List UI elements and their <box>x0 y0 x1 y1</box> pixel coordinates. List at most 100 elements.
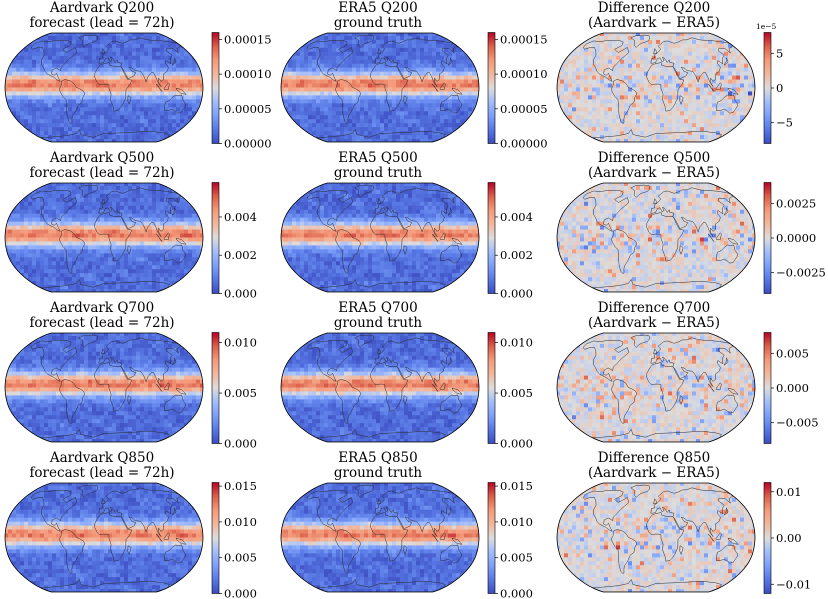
heatmap-cell <box>600 39 605 45</box>
heatmap-cell <box>732 135 737 140</box>
heatmap-cell <box>624 55 629 61</box>
heatmap-cell <box>48 139 53 142</box>
heatmap-cell <box>44 35 49 41</box>
heatmap-cell <box>728 67 733 73</box>
heatmap-cell <box>428 131 433 136</box>
heatmap-cell <box>312 43 317 49</box>
heatmap-cell <box>152 35 157 41</box>
heatmap-cell <box>460 115 465 120</box>
heatmap-cell <box>476 79 479 84</box>
heatmap-cell <box>580 51 585 57</box>
heatmap-cell <box>32 189 37 195</box>
heatmap-cell <box>188 183 193 187</box>
heatmap-cell <box>172 111 177 116</box>
heatmap-cell <box>752 33 755 37</box>
heatmap-cell <box>364 33 369 37</box>
heatmap-cell <box>160 213 165 219</box>
heatmap-cell <box>76 193 81 199</box>
heatmap-cell <box>328 103 333 108</box>
heatmap-cell <box>20 107 25 112</box>
heatmap-cell <box>580 127 585 132</box>
heatmap-cell <box>200 107 203 112</box>
heatmap-cell <box>624 123 629 128</box>
heatmap-cell <box>136 135 141 140</box>
heatmap-cell <box>668 103 673 108</box>
heatmap-cell <box>712 99 717 104</box>
heatmap-cell <box>88 59 93 65</box>
heatmap-cell <box>588 139 593 142</box>
heatmap-cell <box>288 99 293 104</box>
heatmap-cell <box>736 79 741 84</box>
heatmap-cell <box>576 83 581 88</box>
heatmap-cell <box>344 103 349 108</box>
heatmap-cell <box>348 135 353 140</box>
heatmap-cell <box>64 183 69 187</box>
heatmap-cell <box>444 43 449 49</box>
heatmap-cell <box>348 75 353 80</box>
heatmap-cell <box>396 55 401 61</box>
heatmap-cell <box>5 205 9 211</box>
heatmap-cell <box>708 43 713 49</box>
heatmap-cell <box>732 115 737 120</box>
heatmap-cell <box>576 63 581 69</box>
heatmap-cell <box>12 229 17 234</box>
heatmap-cell <box>148 131 153 136</box>
heatmap-cell <box>328 123 333 128</box>
heatmap-cell <box>64 197 69 203</box>
heatmap-cell <box>628 83 633 88</box>
heatmap-cell <box>656 67 661 73</box>
heatmap-cell <box>752 51 755 57</box>
heatmap-cell <box>656 71 661 76</box>
heatmap-cell <box>444 75 449 80</box>
heatmap-cell <box>612 87 617 92</box>
heatmap-cell <box>200 127 203 132</box>
heatmap-cell <box>640 115 645 120</box>
heatmap-cell <box>340 135 345 140</box>
heatmap-cell <box>281 115 285 120</box>
heatmap-cell <box>116 79 121 84</box>
heatmap-cell <box>136 123 141 128</box>
heatmap-cell <box>24 103 29 108</box>
heatmap-cell <box>100 119 105 124</box>
heatmap-cell <box>332 91 337 96</box>
heatmap-cell <box>416 55 421 61</box>
heatmap-cell <box>68 39 73 45</box>
heatmap-cell <box>160 127 165 132</box>
heatmap-cell <box>200 193 203 199</box>
heatmap-cell <box>748 33 753 37</box>
heatmap-cell <box>20 127 25 132</box>
heatmap-cell <box>368 127 373 132</box>
heatmap-cell <box>120 131 125 136</box>
heatmap-cell <box>128 43 133 49</box>
heatmap-cell <box>152 127 157 132</box>
heatmap-cell <box>48 33 53 37</box>
heatmap-cell <box>160 51 165 57</box>
heatmap-cell <box>624 67 629 73</box>
heatmap-cell <box>564 79 569 84</box>
heatmap-cell <box>284 135 289 140</box>
heatmap-cell <box>624 47 629 53</box>
heatmap-cell <box>716 91 721 96</box>
heatmap-cell <box>604 55 609 61</box>
heatmap-cell <box>404 67 409 73</box>
colorbar-tick-label: 0.00000 <box>500 137 548 151</box>
heatmap-cell <box>312 95 317 100</box>
heatmap-cell <box>104 225 109 230</box>
heatmap-cell <box>688 111 693 116</box>
heatmap-cell <box>576 99 581 104</box>
heatmap-cell <box>60 55 65 61</box>
coastline <box>727 87 739 95</box>
heatmap-cell <box>188 33 193 37</box>
heatmap-cell <box>724 119 729 124</box>
heatmap-cell <box>380 71 385 76</box>
heatmap-cell <box>752 43 755 49</box>
heatmap-cell <box>584 67 589 73</box>
heatmap-cell <box>424 59 429 65</box>
heatmap-cell <box>744 83 749 88</box>
heatmap-cell <box>196 201 201 207</box>
heatmap-cell <box>472 43 477 49</box>
heatmap-cell <box>320 43 325 49</box>
heatmap-cell <box>40 205 45 211</box>
heatmap-cell <box>36 229 41 234</box>
heatmap-cell <box>72 43 77 49</box>
